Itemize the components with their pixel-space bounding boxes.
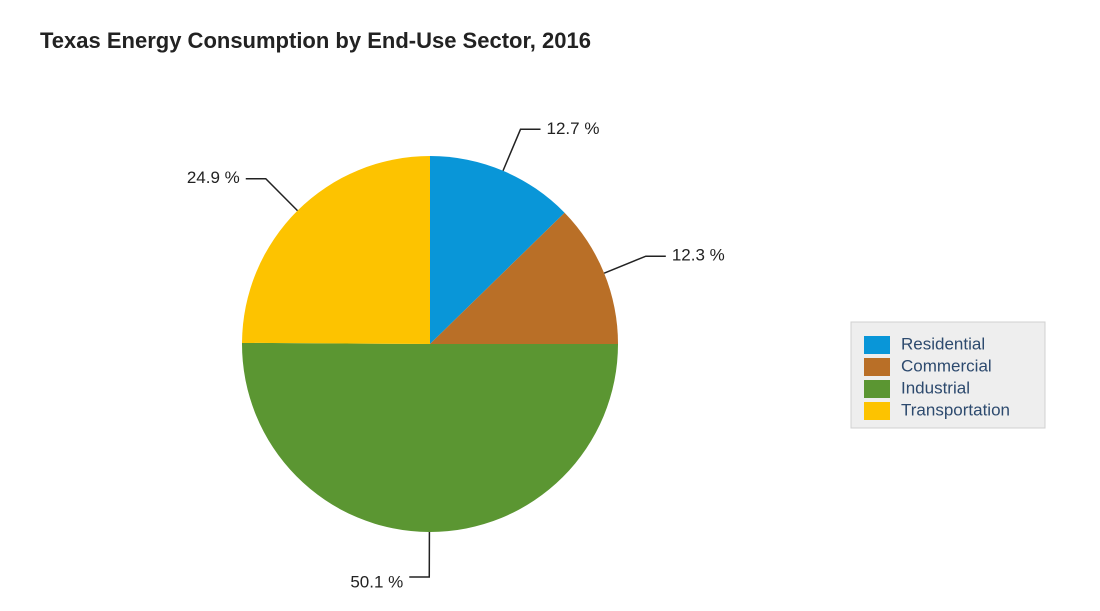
pie-slice (430, 156, 565, 344)
pie-slice (430, 212, 618, 344)
leader-line (409, 531, 431, 578)
pie-slice (242, 156, 430, 344)
legend-label: Commercial (901, 356, 992, 375)
legend-swatch (864, 380, 890, 398)
legend-swatch (864, 358, 890, 376)
legend-label: Industrial (901, 378, 970, 397)
data-label: 24.9 % (187, 168, 240, 187)
data-label: 12.7 % (547, 119, 600, 138)
legend-swatch (864, 336, 890, 354)
leader-line (245, 177, 299, 212)
legend-swatch (864, 402, 890, 420)
leader-line (603, 255, 666, 274)
data-label: 50.1 % (350, 572, 403, 591)
leader-line (502, 128, 541, 172)
chart-title: Texas Energy Consumption by End-Use Sect… (40, 28, 591, 53)
legend-label: Residential (901, 334, 985, 353)
pie-slice (241, 342, 619, 533)
legend-label: Transportation (901, 400, 1010, 419)
data-label: 12.3 % (672, 246, 725, 265)
